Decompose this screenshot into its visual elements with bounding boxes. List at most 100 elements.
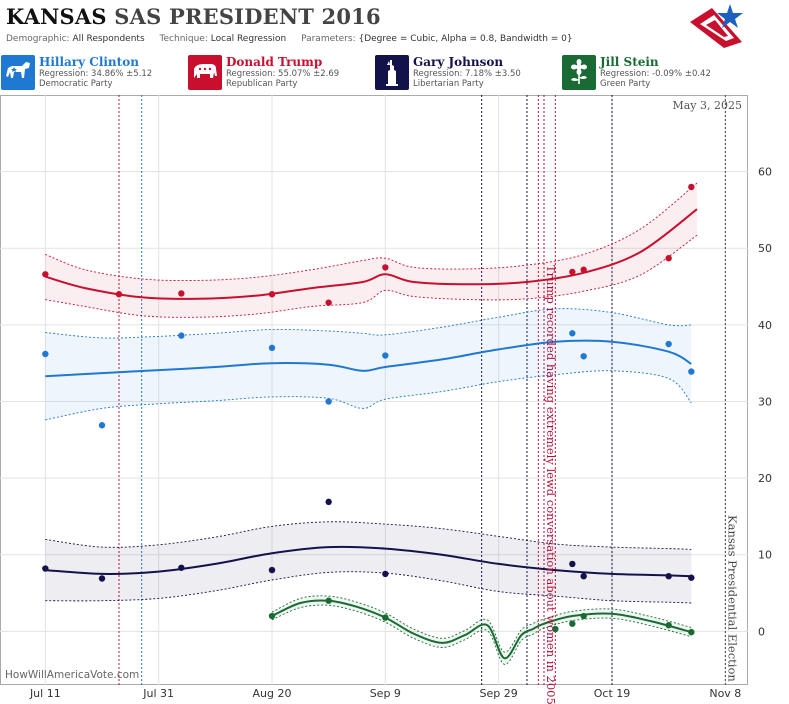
candidate-legend: Hillary Clinton Regression: 34.86% ±5.12… (0, 54, 748, 93)
legend-party: Green Party (600, 79, 651, 89)
legend-stein: Jill Stein Regression: -0.09% ±0.42 Gree… (561, 54, 747, 92)
plot-area (0, 95, 748, 685)
poll-point (569, 268, 576, 276)
confidence-band (45, 183, 698, 318)
watermark: HowWillAmericaVote.com (5, 669, 139, 681)
poll-point (178, 564, 185, 571)
poll-point (268, 566, 276, 574)
date-label: May 3, 2025 (672, 99, 742, 112)
poll-point (268, 291, 276, 298)
poll-point (325, 299, 332, 306)
technique-label: Technique: (159, 34, 208, 44)
title-state: KANSAS (6, 4, 107, 29)
parameters-label: Parameters: (301, 34, 356, 44)
y-tick-label: 30 (758, 395, 772, 408)
poll-point (665, 340, 672, 348)
poll-point (42, 271, 49, 278)
series-hillary-clinton (42, 308, 695, 429)
poll-point (569, 620, 576, 627)
poll-point (178, 290, 185, 297)
poll-point (688, 628, 695, 636)
y-tick-label: 10 (758, 549, 772, 562)
poll-point (580, 266, 587, 273)
poll-point (268, 344, 276, 352)
y-tick-label: 60 (758, 166, 772, 179)
demographic-label: Demographic: (6, 34, 70, 44)
poll-point (382, 614, 389, 621)
legend-party: Democratic Party (39, 79, 113, 89)
poll-point (665, 622, 672, 629)
x-tick-label: Sep 9 (370, 687, 401, 700)
series-donald-trump (42, 182, 698, 318)
x-tick-label: Nov 8 (709, 687, 741, 700)
flag-star-icon (690, 4, 743, 48)
technique-value: Local Regression (210, 34, 287, 44)
legend-name: Gary Johnson (413, 55, 504, 69)
poll-point (580, 353, 587, 360)
poll-point (178, 332, 185, 339)
legend-johnson: Gary Johnson Regression: 7.18% ±3.50 Lib… (374, 54, 560, 92)
confidence-upper (45, 308, 692, 339)
legend-name: Donald Trump (226, 55, 323, 69)
poll-point (98, 422, 106, 429)
poll-point (325, 597, 332, 604)
parameters-line: Demographic: All Respondents Technique: … (6, 34, 585, 44)
poll-point (268, 612, 276, 620)
poll-point (98, 575, 106, 582)
confidence-upper (271, 595, 692, 653)
legend-party: Libertarian Party (413, 79, 484, 89)
confidence-lower (45, 571, 692, 604)
x-tick-label: Jul 11 (29, 687, 61, 700)
poll-point (688, 368, 695, 375)
x-tick-label: Oct 19 (594, 687, 631, 700)
poll-point (382, 264, 389, 271)
legend-party: Republican Party (226, 79, 298, 89)
x-tick-label: Aug 20 (253, 687, 292, 700)
header: KANSAS SAS PRESIDENT 2016 Demographic: A… (0, 0, 748, 52)
legend-clinton: Hillary Clinton Regression: 34.86% ±5.12… (0, 54, 186, 92)
donkey-icon (1, 55, 35, 90)
confidence-band (45, 308, 692, 420)
demographic-value: All Respondents (72, 34, 145, 44)
y-tick-label: 20 (758, 472, 772, 485)
parameters-value: {Degree = Cubic, Alpha = 0.8, Bandwidth … (358, 34, 573, 44)
poll-point (42, 565, 49, 572)
confidence-lower (271, 604, 692, 665)
poll-point (569, 560, 576, 568)
legend-trump: Donald Trump Regression: 55.07% ±2.69 Re… (187, 54, 373, 92)
poll-point (325, 498, 332, 506)
elephant-icon (188, 55, 222, 90)
poll-point (115, 291, 123, 298)
confidence-lower (45, 234, 698, 318)
poll-point (325, 398, 332, 405)
legend-regression: Regression: 7.18% ±3.50 (413, 69, 521, 79)
x-tick-label: Jul 31 (142, 687, 174, 700)
poll-point (665, 255, 672, 262)
regression-line (45, 545, 692, 578)
y-tick-label: 50 (758, 242, 772, 255)
flower-icon (562, 55, 596, 90)
poll-point (42, 350, 49, 358)
legend-regression: Regression: 34.86% ±5.12 (39, 69, 153, 79)
poll-point (552, 625, 559, 633)
poll-point (665, 572, 672, 580)
legend-regression: Regression: -0.09% ±0.42 (600, 69, 711, 79)
poll-point (382, 352, 389, 359)
legend-name: Jill Stein (600, 55, 659, 69)
series-jill-stein (268, 595, 695, 665)
series-gary-johnson (42, 498, 695, 604)
poll-point (580, 612, 587, 620)
legend-regression: Regression: 55.07% ±2.69 (226, 69, 340, 79)
y-tick-label: 40 (758, 319, 772, 332)
liberty-statue-icon (375, 55, 409, 90)
annotation-text: Trump recorded having extremely lewd con… (544, 265, 558, 704)
confidence-band (45, 521, 692, 603)
poll-point (580, 572, 587, 580)
annotation-text: Kansas Presidential Election (725, 515, 739, 682)
legend-name: Hillary Clinton (39, 55, 139, 69)
regression-line (45, 339, 692, 378)
poll-point (688, 183, 695, 191)
confidence-upper (45, 182, 698, 281)
y-tick-label: 0 (758, 625, 765, 638)
